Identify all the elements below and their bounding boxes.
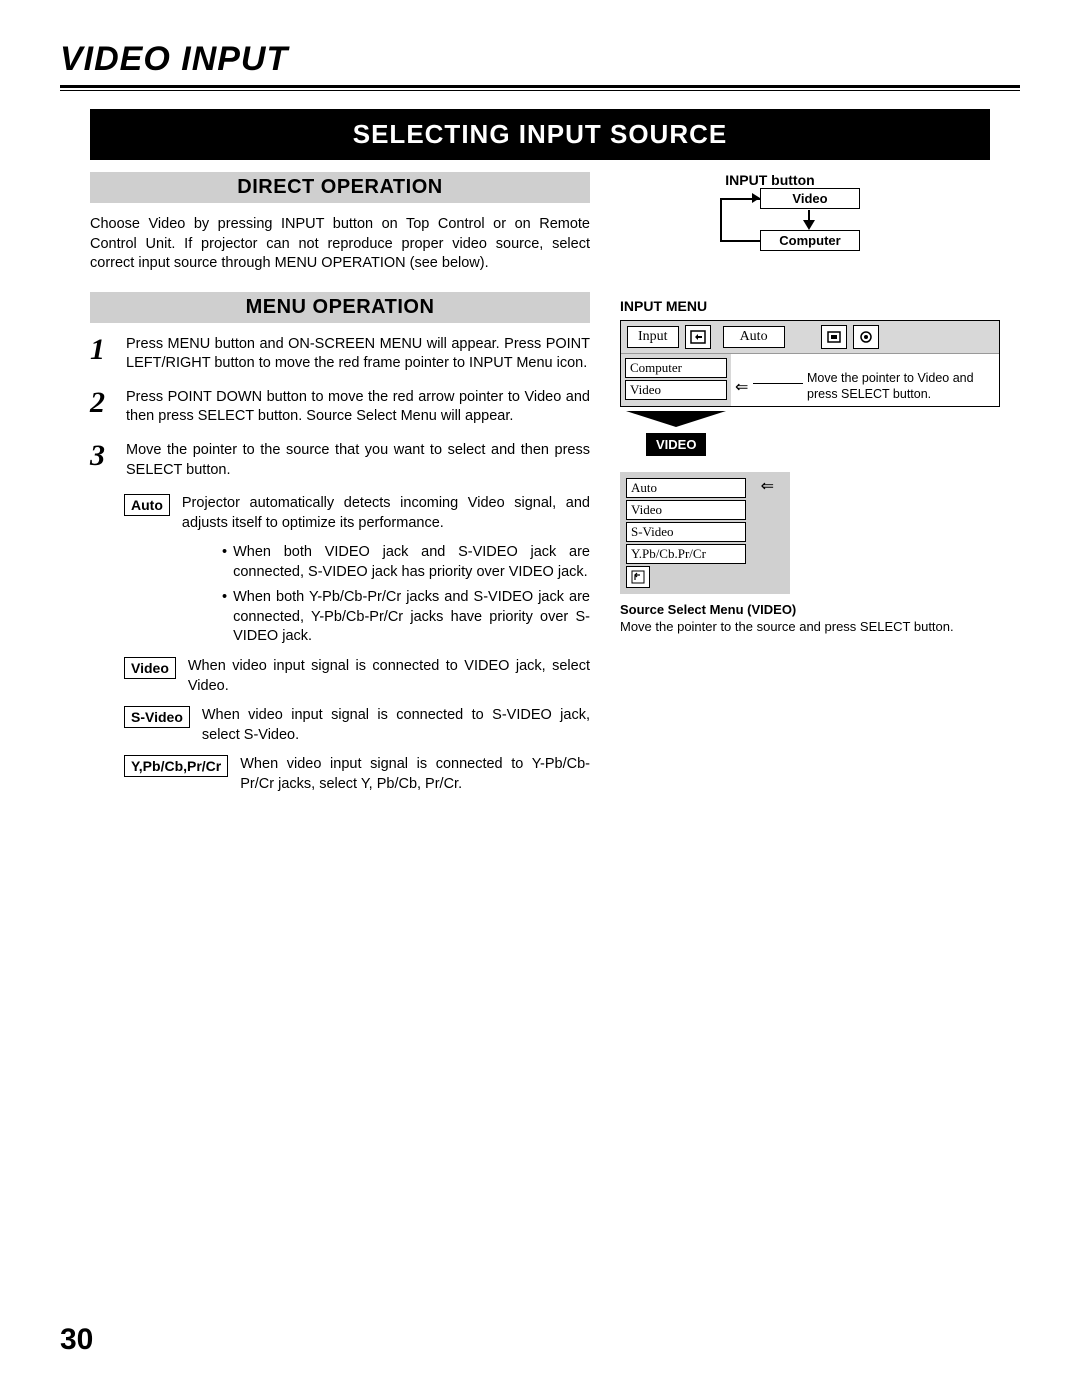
auto-bullets: •When both VIDEO jack and S-VIDEO jack a…	[222, 543, 590, 647]
menu-item-video: Video	[625, 380, 727, 400]
direct-operation-text: Choose Video by pressing INPUT button on…	[90, 215, 590, 274]
option-text: When video input signal is connected to …	[240, 755, 590, 794]
option-text: When video input signal is connected to …	[202, 706, 590, 745]
rule-thick	[60, 85, 1020, 88]
menu-title: Input	[627, 326, 679, 348]
step-text: Press MENU button and ON-SCREEN MENU wil…	[126, 335, 590, 374]
input-button-diagram: Video Computer	[680, 188, 880, 268]
right-column: INPUT button Video Computer INPUT MENU I…	[620, 172, 1000, 804]
option-label: Video	[124, 657, 176, 679]
option-label: Auto	[124, 494, 170, 516]
input-icon	[685, 325, 711, 349]
return-icon	[626, 566, 650, 588]
source-select-caption: Source Select Menu (VIDEO) Move the poin…	[620, 602, 1000, 636]
option-text: Projector automatically detects incoming…	[182, 494, 590, 533]
source-select-heading: Source Select Menu (VIDEO)	[620, 602, 796, 617]
input-button-label: INPUT button	[700, 172, 840, 188]
pointer-arrow-icon: ⇐	[761, 476, 774, 496]
option-video: Video When video input signal is connect…	[124, 657, 590, 696]
triangle-down-icon	[626, 411, 726, 427]
option-text: When video input signal is connected to …	[188, 657, 590, 696]
input-menu-label: INPUT MENU	[620, 298, 1000, 314]
menu-auto-box: Auto	[723, 326, 785, 348]
arrow-down-icon	[803, 220, 815, 230]
step-text: Press POINT DOWN button to move the red …	[126, 388, 590, 427]
bullet-text: When both VIDEO jack and S-VIDEO jack ar…	[233, 543, 590, 582]
source-item-svideo: S-Video	[626, 522, 746, 542]
source-select-menu: Auto Video S-Video Y.Pb/Cb.Pr/Cr ⇐	[620, 472, 790, 594]
source-select-text: Move the pointer to the source and press…	[620, 619, 954, 634]
input-state-video: Video	[760, 188, 860, 209]
input-menu-screenshot: Input Auto Computer Video ⇐	[620, 320, 1000, 407]
menu-item-computer: Computer	[625, 358, 727, 378]
settings-icon	[853, 325, 879, 349]
step-3: 3 Move the pointer to the source that yo…	[90, 441, 590, 480]
page-number: 30	[60, 1323, 93, 1357]
option-label: Y,Pb/Cb,Pr/Cr	[124, 755, 228, 777]
left-column: DIRECT OPERATION Choose Video by pressin…	[90, 172, 590, 804]
step-number: 1	[90, 335, 112, 374]
display-icon	[821, 325, 847, 349]
option-auto: Auto Projector automatically detects inc…	[124, 494, 590, 533]
direct-operation-heading: DIRECT OPERATION	[90, 172, 590, 203]
input-state-computer: Computer	[760, 230, 860, 251]
pointer-arrow-icon: ⇐	[735, 377, 748, 397]
bullet-text: When both Y-Pb/Cb-Pr/Cr jacks and S-VIDE…	[233, 588, 590, 647]
step-number: 3	[90, 441, 112, 480]
video-tag: VIDEO	[646, 433, 706, 456]
option-ypbcb: Y,Pb/Cb,Pr/Cr When video input signal is…	[124, 755, 590, 794]
source-item-auto: Auto	[626, 478, 746, 498]
source-item-video: Video	[626, 500, 746, 520]
option-label: S-Video	[124, 706, 190, 728]
rule-thin	[60, 90, 1020, 91]
menu-operation-heading: MENU OPERATION	[90, 292, 590, 323]
page-title: VIDEO INPUT	[60, 40, 1020, 79]
step-1: 1 Press MENU button and ON-SCREEN MENU w…	[90, 335, 590, 374]
step-number: 2	[90, 388, 112, 427]
banner-heading: SELECTING INPUT SOURCE	[90, 109, 990, 160]
callout-text: Move the pointer to Video and press SELE…	[807, 371, 987, 402]
source-item-ypbcb: Y.Pb/Cb.Pr/Cr	[626, 544, 746, 564]
step-2: 2 Press POINT DOWN button to move the re…	[90, 388, 590, 427]
step-text: Move the pointer to the source that you …	[126, 441, 590, 480]
option-svideo: S-Video When video input signal is conne…	[124, 706, 590, 745]
